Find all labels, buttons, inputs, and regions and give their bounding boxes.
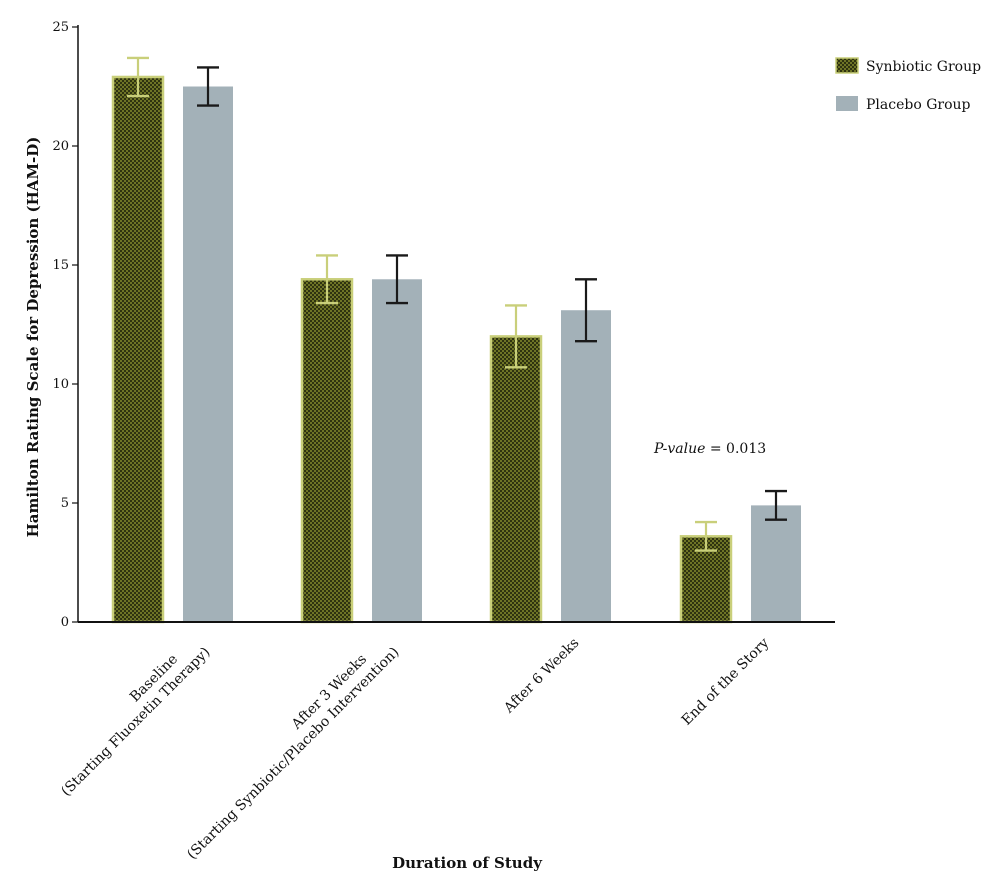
legend: Synbiotic Group Placebo Group: [835, 57, 981, 113]
x-category-label: After 3 Weeks(Starting Synbiotic/Placebo…: [184, 644, 402, 862]
bar-placebo: [751, 505, 801, 622]
y-tick-label: 25: [52, 20, 69, 35]
y-tick-label: 10: [52, 377, 69, 392]
p-value-text: = 0.013: [705, 441, 766, 457]
y-axis: 0 5 10 15 20 25: [52, 20, 79, 630]
y-tick-label: 15: [52, 258, 69, 273]
bar-placebo: [183, 86, 233, 622]
x-category-label: After 6 Weeks: [500, 635, 582, 717]
p-value-annotation: P-value = 0.013: [653, 441, 766, 457]
y-tick-label: 20: [52, 139, 69, 154]
legend-label-synbiotic: Synbiotic Group: [866, 59, 981, 75]
bar-synbiotic: [489, 335, 543, 624]
x-axis: Baseline(Starting Fluoxetin Therapy) Afte…: [58, 621, 835, 863]
y-tick-label: 5: [61, 496, 69, 511]
x-category-line1: After 6 Weeks: [500, 635, 582, 717]
bar-placebo: [372, 279, 422, 622]
p-value-label: P-value: [653, 441, 705, 457]
x-category-label: Baseline(Starting Fluoxetin Therapy): [58, 644, 213, 799]
bar-synbiotic: [111, 75, 165, 624]
legend-swatch-synbiotic: [835, 57, 859, 74]
bar-synbiotic: [300, 278, 354, 624]
y-axis-title: Hamilton Rating Scale for Depression (HA…: [24, 137, 42, 538]
x-axis-title: Duration of Study: [392, 854, 543, 872]
y-tick-label: 0: [61, 615, 69, 630]
x-category-line1: End of the Story: [679, 635, 773, 729]
bars: [111, 56, 801, 624]
legend-swatch-placebo: [836, 96, 858, 111]
legend-label-placebo: Placebo Group: [866, 97, 971, 113]
bar-placebo: [561, 310, 611, 622]
x-category-label: End of the Story: [679, 635, 773, 729]
x-category-line2: (Starting Fluoxetin Therapy): [58, 644, 213, 799]
x-category-line2: (Starting Synbiotic/Placebo Intervention…: [184, 644, 402, 862]
